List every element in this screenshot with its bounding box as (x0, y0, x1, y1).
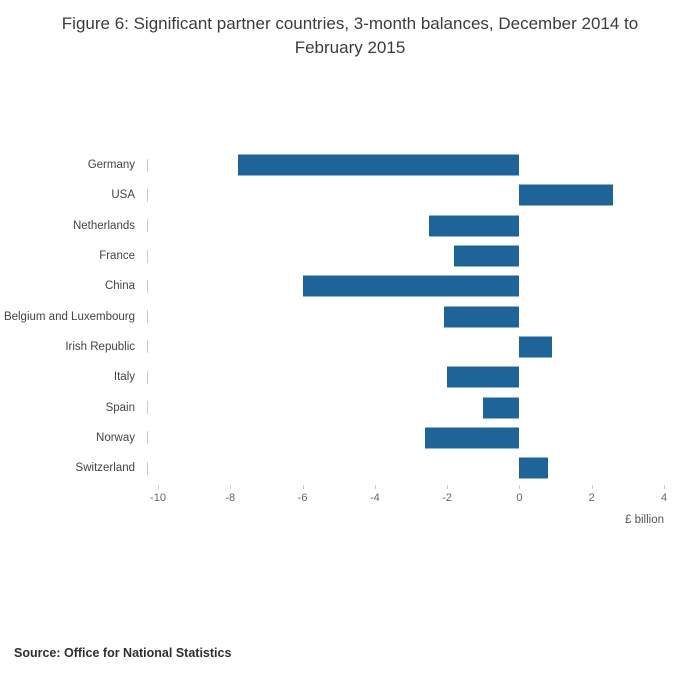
bar-row: Netherlands (0, 211, 700, 241)
y-tick (142, 249, 158, 263)
y-tick (142, 370, 158, 384)
category-label: Norway (96, 431, 135, 444)
category-label: Switzerland (75, 462, 135, 475)
x-axis-label: £ billion (625, 514, 664, 527)
category-label: Netherlands (72, 219, 135, 232)
x-tick-mark (158, 485, 159, 490)
category-label: Belgium and Luxembourg (3, 310, 135, 323)
plot-area: Germany USA Netherlands France China Belgium … (0, 150, 700, 483)
x-tick-mark (447, 485, 449, 490)
x-tick-mark (302, 485, 304, 490)
bar-track (158, 423, 664, 453)
bar-row: USA (0, 180, 700, 210)
category-label: USA (111, 189, 135, 202)
x-tick-mark (374, 485, 376, 490)
bar-row: Norway (0, 423, 700, 453)
bar-track (158, 332, 664, 362)
x-tick-mark (519, 485, 521, 490)
x-tick-label: 2 (588, 492, 595, 505)
category-label: Spain (105, 401, 135, 414)
x-tick-label: -10 (150, 492, 166, 505)
bar-track (158, 392, 664, 422)
chart-title: Figure 6: Significant partner countries,… (61, 14, 639, 57)
category-label: Irish Republic (65, 340, 135, 353)
category-label: Germany (87, 159, 135, 172)
y-tick (142, 219, 158, 233)
x-tick-mark (664, 485, 665, 490)
bar-track (158, 271, 664, 301)
x-axis: -10 -8 -6 -4 -2 0 2 4 (150, 485, 668, 507)
x-tick-label: -6 (297, 492, 308, 505)
x-tick-label: -8 (225, 492, 236, 505)
bar-row: Switzerland (0, 453, 700, 483)
bar-row: Irish Republic (0, 332, 700, 362)
bar (519, 336, 552, 358)
bar-row: Belgium and Luxembourg (0, 301, 700, 331)
x-tick-label: -2 (442, 492, 453, 505)
y-tick (142, 431, 158, 445)
bar (425, 427, 520, 449)
bar (519, 457, 549, 479)
y-tick (142, 158, 158, 172)
bar (302, 275, 520, 297)
y-tick (142, 310, 158, 324)
x-tick-mark (591, 485, 593, 490)
bar (429, 215, 520, 237)
bar-row: China (0, 271, 700, 301)
bar-track (158, 150, 664, 180)
y-tick (142, 340, 158, 354)
x-tick-label: 0 (516, 492, 523, 505)
category-label: Italy (113, 371, 135, 384)
bar-track (158, 241, 664, 271)
y-tick (142, 461, 158, 475)
bar-row: Italy (0, 362, 700, 392)
bar-track (158, 180, 664, 210)
category-label: France (99, 250, 135, 263)
bar (483, 397, 520, 419)
bar (237, 154, 520, 176)
x-tick-mark (230, 485, 232, 490)
source-note: Source: Office for National Statistics (14, 646, 232, 660)
bar-track (158, 453, 664, 483)
bar-track (158, 301, 664, 331)
bar-row: Germany (0, 150, 700, 180)
x-tick-label: -4 (369, 492, 380, 505)
bar-row: France (0, 241, 700, 271)
bar (519, 184, 614, 206)
y-tick (142, 188, 158, 202)
bar (447, 366, 520, 388)
bar-row: Spain (0, 392, 700, 422)
bar-track (158, 211, 664, 241)
bar (443, 306, 520, 328)
bar (454, 245, 520, 267)
bar-chart: Germany USA Netherlands France China Belgium … (0, 150, 700, 526)
y-tick (142, 401, 158, 415)
category-label: China (104, 280, 135, 293)
bar-track (158, 362, 664, 392)
y-tick (142, 279, 158, 293)
x-tick-label: 4 (660, 492, 668, 505)
